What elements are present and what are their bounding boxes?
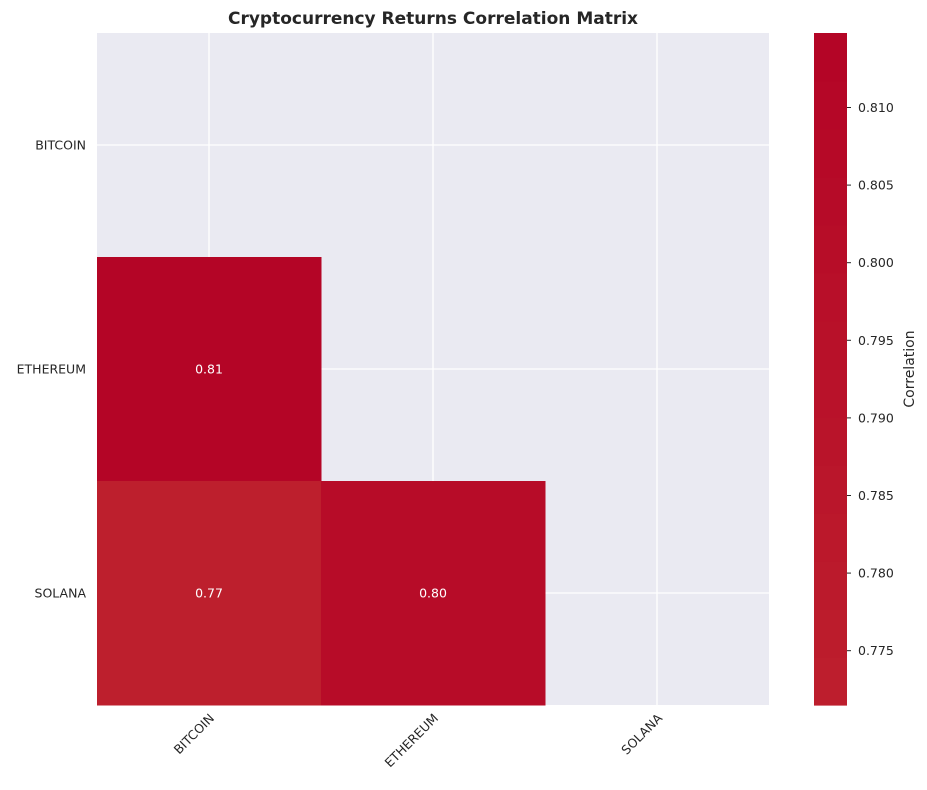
colorbar-segment [814,33,847,82]
colorbar-tick-label: 0.785 [858,488,894,503]
colorbar-segment [814,177,847,226]
colorbar-tick-label: 0.805 [858,178,894,193]
x-tick-label: SOLANA [618,710,665,757]
colorbar-segment [814,129,847,178]
colorbar-segment [814,81,847,130]
x-tick-label: BITCOIN [171,711,218,758]
cell-value-label: 0.81 [195,362,223,377]
plot-area: 0.81 0.77 0.80 BITCOIN ETHEREUM SOLANA BITCOIN… [17,33,769,770]
heatmap-cell [97,257,322,482]
chart-title: Cryptocurrency Returns Correlation Matri… [228,9,638,29]
y-tick-label: ETHEREUM [17,362,86,377]
colorbar-segment [814,657,847,706]
colorbar-segment [814,513,847,562]
heatmap-cell [321,481,546,706]
colorbar-segment [814,417,847,466]
y-tick-label: SOLANA [35,586,87,601]
colorbar-tick-label: 0.795 [858,333,894,348]
colorbar-tick-label: 0.775 [858,643,894,658]
colorbar-segment [814,369,847,418]
colorbar-segment [814,609,847,658]
colorbar-segment [814,225,847,274]
y-tick-label: BITCOIN [35,138,86,153]
heatmap-cell [97,481,322,706]
cell-value-label: 0.80 [419,586,447,601]
colorbar-label: Correlation [902,330,918,407]
x-tick-label: ETHEREUM [381,711,441,771]
colorbar-segment [814,465,847,514]
colorbar: 0.775 0.780 0.785 0.790 0.795 0.800 0.805 0.810 [814,33,894,706]
cell-value-label: 0.77 [195,586,223,601]
colorbar-tick-label: 0.810 [858,100,894,115]
colorbar-tick-label: 0.800 [858,255,894,270]
colorbar-segment [814,561,847,610]
colorbar-segment [814,321,847,370]
colorbar-tick-label: 0.780 [858,566,894,581]
colorbar-tick-label: 0.790 [858,410,894,425]
colorbar-segment [814,273,847,322]
